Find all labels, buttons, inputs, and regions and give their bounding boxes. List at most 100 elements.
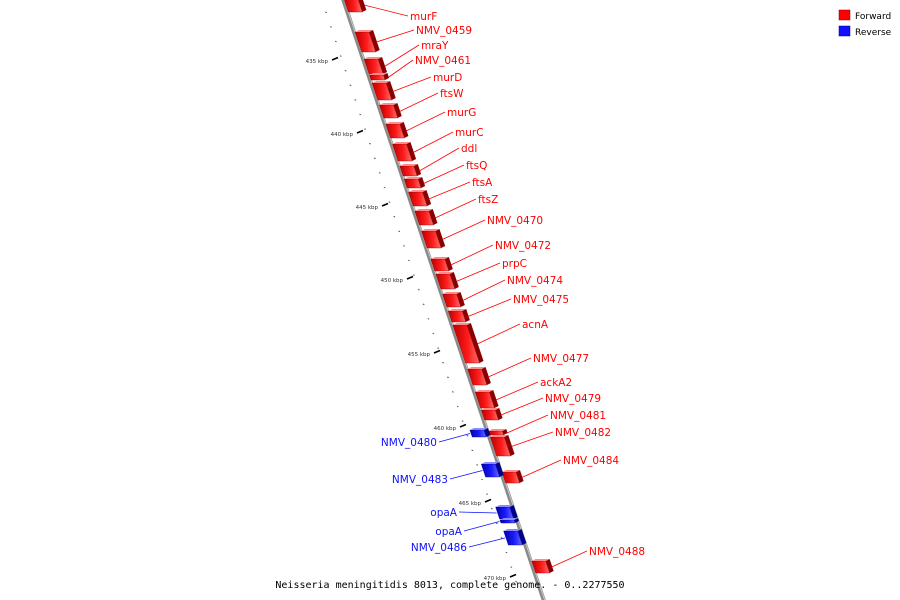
gene-block-side: [358, 0, 367, 12]
gene-block-side: [495, 408, 503, 420]
gene-NMV_0483[interactable]: NMV_0483: [392, 462, 504, 486]
gene-block-side: [456, 292, 465, 307]
gene-NMV_0488[interactable]: NMV_0488: [531, 546, 645, 574]
gene-label: NMV_0486: [411, 542, 467, 554]
gene-label: ftsW: [440, 88, 464, 100]
gene-NMV_0459[interactable]: NMV_0459: [354, 25, 472, 53]
gene-murC[interactable]: murC: [392, 127, 484, 162]
gene-block-side: [462, 309, 470, 322]
gene-NMV_0477[interactable]: NMV_0477: [467, 353, 590, 386]
gene-block: [499, 519, 516, 524]
tick-layer: 435 kbp 440 kbp 445 kbp 450 kbp 455 kbp 460 k…: [306, 11, 518, 583]
gene-label: NMV_0470: [487, 215, 543, 227]
gene-label: murC: [455, 127, 484, 139]
gene-label: NMV_0482: [555, 427, 611, 439]
gene-prpC[interactable]: prpC: [435, 258, 527, 290]
gene-block-top: [490, 435, 509, 437]
gene-ftsA[interactable]: ftsA: [408, 177, 493, 207]
gene-NMV_0482[interactable]: NMV_0482: [489, 427, 611, 457]
gene-leader-line: [551, 550, 588, 568]
gene-block-top: [495, 505, 514, 507]
gene-leader-line: [506, 414, 549, 434]
major-tick: [459, 423, 467, 428]
gene-label: NMV_0484: [563, 455, 619, 467]
gene-label: NMV_0481: [550, 410, 606, 422]
gene-label: NMV_0461: [415, 55, 471, 67]
gene-block-top: [488, 429, 507, 431]
gene-block-side: [422, 190, 432, 206]
gene-murD[interactable]: murD: [371, 72, 462, 101]
gene-block: [369, 74, 386, 81]
gene-block: [344, 0, 363, 13]
gene-label: NMV_0474: [507, 275, 563, 287]
gene-leader-line: [434, 198, 477, 219]
minor-tick: [451, 391, 454, 393]
gene-block-side: [502, 429, 508, 435]
gene-leader-line: [413, 131, 454, 153]
major-tick: [509, 573, 517, 578]
gene-ftsQ[interactable]: ftsQ: [403, 160, 487, 189]
gene-ftsW[interactable]: ftsW: [379, 88, 464, 119]
minor-tick: [364, 128, 367, 130]
gene-block-side: [418, 177, 426, 188]
major-tick: [381, 202, 389, 207]
gene-block-top: [531, 559, 550, 561]
gene-label: NMV_0488: [589, 546, 645, 558]
gene-mraY[interactable]: mraY: [363, 40, 449, 75]
gene-NMV_0481[interactable]: NMV_0481: [487, 410, 606, 436]
major-tick: [484, 498, 492, 503]
major-tick: [331, 56, 339, 61]
gene-label: NMV_0480: [381, 437, 437, 449]
gene-label: ftsA: [472, 177, 493, 189]
gene-NMV_0475[interactable]: NMV_0475: [447, 294, 569, 323]
gene-NMV_0479[interactable]: NMV_0479: [480, 393, 601, 421]
gene-block-top: [421, 229, 440, 231]
gene-leader-line: [467, 298, 512, 317]
gene-block-top: [467, 367, 486, 369]
gene-NMV_0480[interactable]: NMV_0480: [381, 428, 491, 449]
gene-NMV_0470[interactable]: NMV_0470: [421, 215, 543, 249]
gene-leader-line: [463, 521, 500, 532]
gene-acnA[interactable]: acnA: [452, 319, 549, 364]
gene-NMV_0474[interactable]: NMV_0474: [442, 275, 563, 308]
gene-block-top: [469, 428, 488, 430]
minor-tick: [490, 507, 493, 510]
tick-label: 460 kbp: [434, 426, 457, 432]
gene-block-top: [392, 142, 411, 144]
gene-block-top: [481, 408, 500, 410]
minor-tick: [427, 318, 430, 320]
gene-NMV_0472[interactable]: NMV_0472: [430, 240, 551, 272]
minor-tick: [495, 522, 498, 525]
gene-block-side: [413, 164, 422, 176]
gene-NMV_0461[interactable]: NMV_0461: [369, 55, 471, 81]
gene-ftsZ[interactable]: ftsZ: [414, 194, 499, 226]
gene-block-top: [442, 292, 461, 294]
gene-opaA[interactable]: opaA: [430, 505, 518, 520]
gene-leader-line: [456, 262, 501, 282]
gene-block-side: [495, 462, 504, 477]
gene-block-side: [393, 103, 402, 118]
gene-leader-line: [438, 433, 471, 443]
gene-label: NMV_0459: [416, 25, 472, 37]
gene-block-side: [399, 122, 409, 138]
minor-tick: [344, 69, 347, 72]
gene-murG[interactable]: murG: [385, 107, 477, 139]
gene-block-top: [475, 390, 494, 392]
legend: Forward Reverse: [838, 9, 892, 38]
major-tick: [406, 275, 414, 280]
gene-leader-line: [500, 397, 544, 416]
gene-NMV_0484[interactable]: NMV_0484: [501, 455, 619, 484]
gene-block-side: [369, 30, 380, 52]
gene-leader-line: [428, 181, 471, 200]
gene-ddl[interactable]: ddl: [399, 143, 477, 177]
gene-NMV_0486[interactable]: NMV_0486: [411, 529, 527, 554]
gene-leader-line: [419, 147, 460, 172]
gene-label: prpC: [502, 258, 527, 270]
tick-label: 450 kbp: [381, 278, 404, 284]
minor-tick: [437, 347, 440, 349]
minor-tick: [393, 215, 396, 218]
gene-block-side: [466, 323, 484, 363]
gene-opaA[interactable]: opaA: [435, 518, 519, 538]
gene-murF[interactable]: murF: [344, 0, 438, 23]
